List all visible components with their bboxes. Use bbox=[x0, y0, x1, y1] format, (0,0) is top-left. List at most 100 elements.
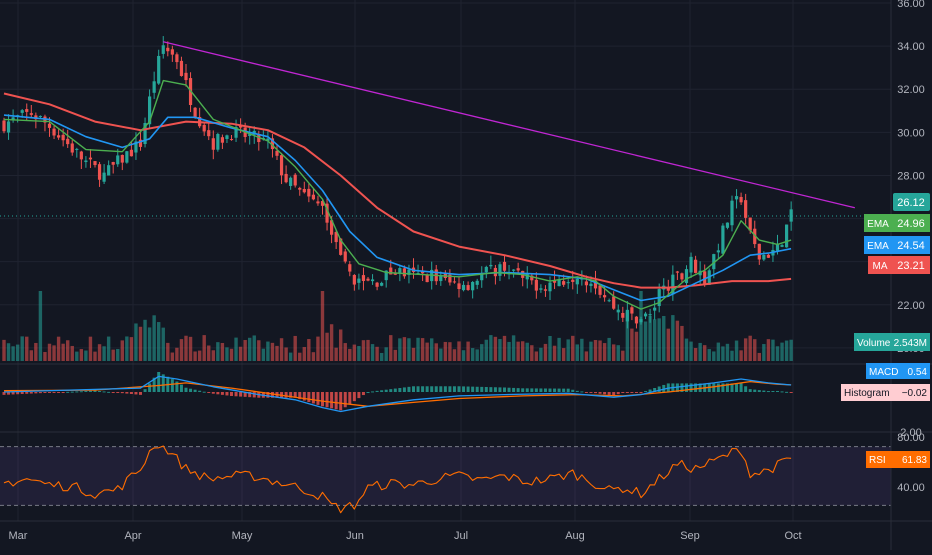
price-tick-label: 30.00 bbox=[897, 127, 925, 139]
candle-body bbox=[730, 200, 734, 226]
histogram-bar bbox=[716, 383, 720, 392]
volume-bar bbox=[166, 342, 170, 361]
candle-body bbox=[625, 309, 629, 322]
volume-bar bbox=[2, 339, 6, 361]
volume-bar bbox=[675, 320, 680, 361]
volume-bar bbox=[607, 337, 611, 361]
volume-bar bbox=[557, 337, 561, 361]
candle-body bbox=[79, 151, 83, 160]
histogram-bar bbox=[116, 392, 120, 393]
volume-bar bbox=[52, 345, 56, 361]
volume-bar bbox=[29, 350, 33, 361]
volume-bar bbox=[543, 343, 548, 361]
volume-bar bbox=[229, 348, 234, 361]
histogram-bar bbox=[571, 389, 575, 392]
candle-body bbox=[407, 269, 411, 275]
histogram-bar bbox=[725, 383, 729, 392]
histogram-bar bbox=[780, 391, 784, 393]
candle-body bbox=[725, 222, 730, 228]
candle-body bbox=[84, 160, 88, 163]
ema-slow-badge: EMA 24.54 bbox=[864, 236, 930, 254]
histogram-bar bbox=[211, 392, 215, 394]
candle-body bbox=[639, 319, 643, 323]
candle-body bbox=[170, 49, 174, 55]
histogram-bar bbox=[434, 386, 438, 392]
volume-bar bbox=[584, 351, 589, 361]
volume-bar bbox=[639, 291, 643, 361]
candle-body bbox=[261, 137, 265, 139]
histogram-bar bbox=[389, 389, 393, 392]
candle-body bbox=[566, 282, 570, 284]
macd-value: 0.54 bbox=[908, 367, 928, 378]
volume-bar bbox=[393, 349, 397, 361]
candle-body bbox=[279, 155, 284, 176]
candle-body bbox=[66, 138, 70, 145]
volume-bar bbox=[457, 341, 461, 361]
candle-body bbox=[703, 271, 707, 285]
volume-bar bbox=[648, 315, 652, 361]
histogram-bar bbox=[657, 386, 661, 392]
candle-body bbox=[61, 134, 65, 141]
histogram-bar bbox=[421, 386, 425, 392]
volume-bar bbox=[775, 346, 780, 361]
histogram-bar bbox=[530, 388, 534, 392]
volume-bar bbox=[284, 347, 288, 361]
volume-bar bbox=[47, 343, 52, 361]
candle-body bbox=[175, 54, 179, 63]
histogram-bar bbox=[375, 390, 379, 392]
volume-bar bbox=[248, 337, 252, 361]
histogram-bar bbox=[789, 392, 793, 393]
candle-body bbox=[421, 270, 425, 274]
volume-bar bbox=[525, 342, 529, 361]
ma-badge: MA 23.21 bbox=[868, 256, 930, 274]
histogram-bar bbox=[248, 392, 252, 398]
volume-bar bbox=[179, 339, 184, 361]
volume-bar bbox=[643, 321, 648, 361]
candle-body bbox=[6, 121, 11, 133]
candle-body bbox=[111, 162, 115, 165]
last-price-badge: 26.12 bbox=[893, 193, 930, 211]
last-price-value: 26.12 bbox=[897, 197, 925, 209]
histogram-bar bbox=[61, 392, 65, 393]
histogram-value: −0.02 bbox=[902, 388, 928, 399]
candle-body bbox=[202, 124, 206, 132]
candle-body bbox=[562, 281, 566, 285]
histogram-bar bbox=[348, 392, 352, 405]
volume-bar bbox=[357, 346, 361, 361]
grid-lines bbox=[0, 0, 891, 521]
histogram-bar bbox=[634, 392, 638, 393]
candle-body bbox=[284, 173, 288, 183]
volume-bar bbox=[97, 344, 102, 361]
volume-bar bbox=[202, 335, 206, 361]
histogram-bar bbox=[284, 392, 288, 398]
volume-bar bbox=[66, 340, 70, 361]
volume-bar bbox=[111, 349, 115, 361]
histogram-bar bbox=[129, 392, 133, 395]
candle-body bbox=[502, 261, 507, 271]
histogram-bar bbox=[639, 392, 643, 393]
volume-bar bbox=[211, 350, 215, 361]
time-axis[interactable]: Mar Apr May Jun Jul Aug Sep Oct bbox=[9, 530, 802, 542]
histogram-bar bbox=[357, 392, 361, 399]
candle-body bbox=[757, 243, 761, 260]
candle-body bbox=[47, 123, 52, 128]
histogram-bar bbox=[225, 392, 229, 396]
histogram-bar bbox=[88, 390, 92, 392]
histogram-bar bbox=[125, 392, 129, 394]
volume-bar bbox=[366, 339, 370, 361]
candle-body bbox=[11, 117, 15, 121]
volume-bar bbox=[143, 319, 147, 361]
candle-body bbox=[289, 177, 293, 186]
histogram-bar bbox=[443, 386, 447, 392]
volume-bar bbox=[489, 335, 493, 361]
histogram-bar bbox=[93, 390, 97, 392]
candle-body bbox=[320, 201, 325, 206]
ema-fast-value: 24.96 bbox=[897, 218, 925, 230]
volume-bar bbox=[707, 349, 711, 361]
ema-slow-line bbox=[3, 114, 792, 302]
volume-bar bbox=[666, 328, 670, 361]
candle-body bbox=[689, 256, 693, 273]
histogram-bar bbox=[694, 383, 698, 392]
histogram-bar bbox=[735, 383, 739, 392]
